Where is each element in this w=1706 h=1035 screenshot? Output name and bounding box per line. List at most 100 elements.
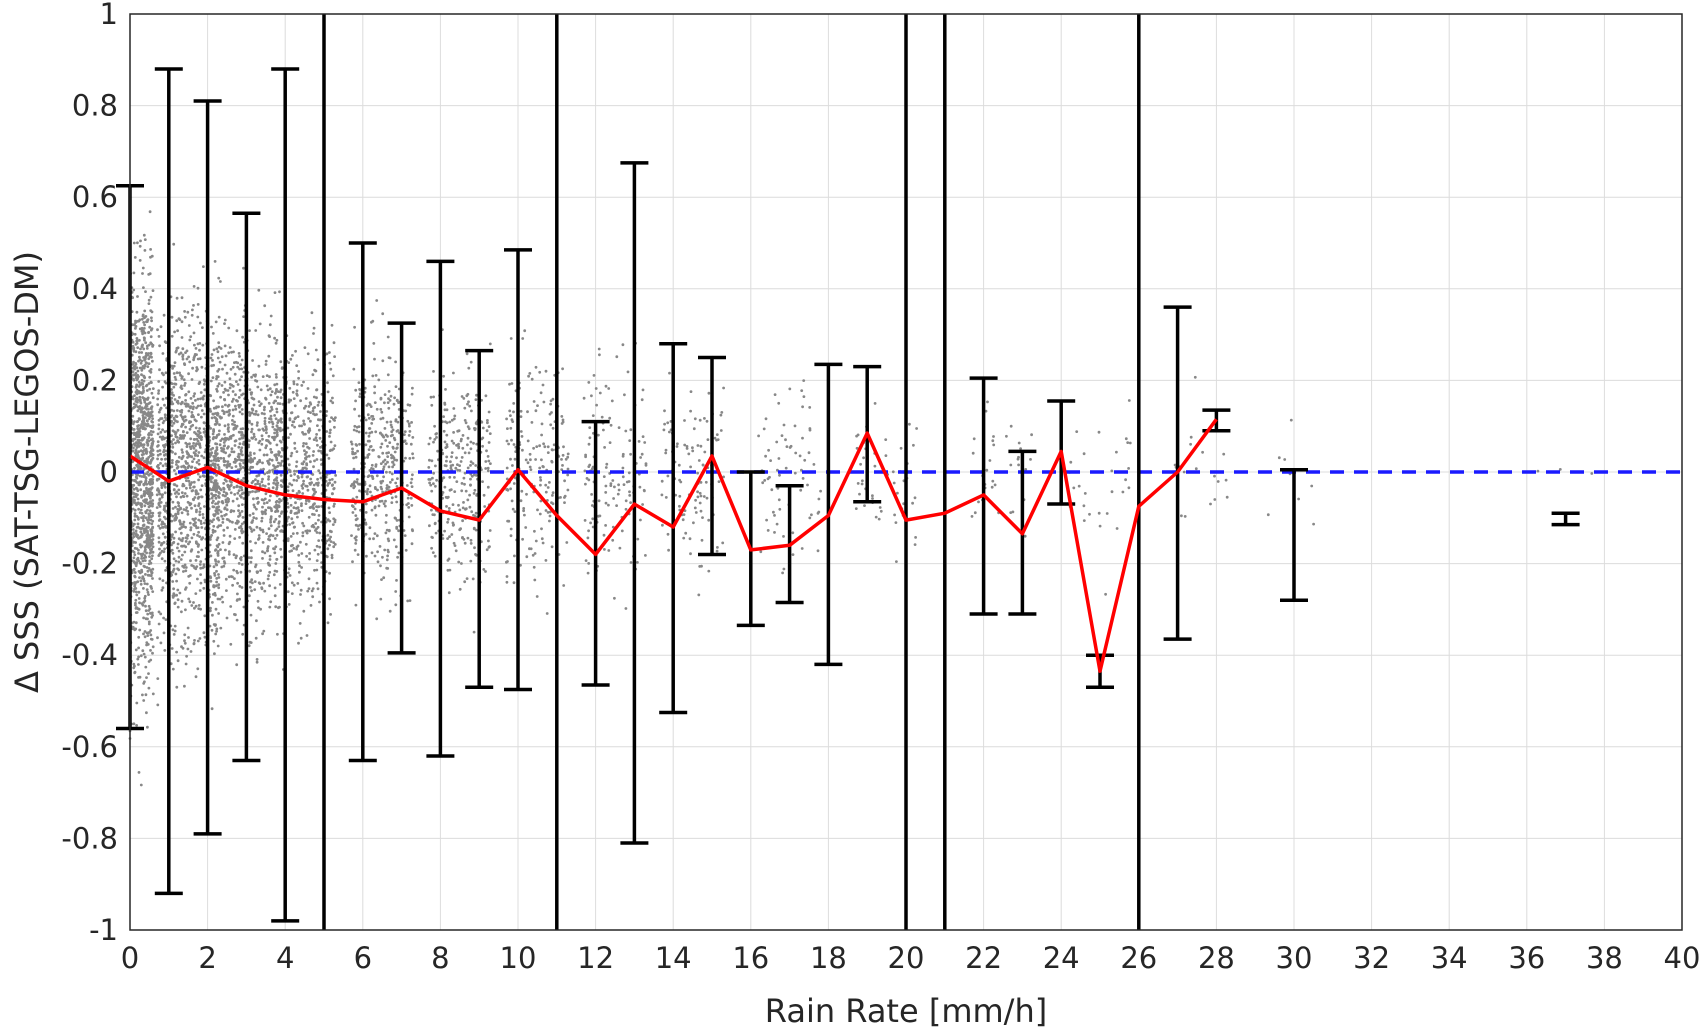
scatter-point	[191, 460, 194, 463]
scatter-point	[215, 377, 218, 381]
scatter-point	[217, 542, 221, 546]
scatter-point	[174, 505, 177, 509]
scatter-point	[145, 407, 149, 411]
scatter-point	[132, 556, 136, 560]
scatter-point	[385, 420, 389, 424]
scatter-point	[142, 443, 146, 446]
scatter-point	[161, 352, 165, 355]
scatter-point	[170, 414, 174, 417]
scatter-point	[524, 526, 528, 529]
scatter-point	[238, 410, 242, 414]
scatter-point	[187, 575, 191, 578]
scatter-point	[214, 593, 217, 597]
scatter-point	[461, 446, 465, 450]
scatter-point	[184, 425, 188, 429]
scatter-point	[302, 609, 306, 613]
scatter-point	[544, 369, 548, 373]
scatter-point	[249, 540, 252, 543]
scatter-point	[291, 489, 295, 493]
scatter-point	[315, 544, 319, 548]
scatter-point	[248, 421, 251, 424]
scatter-point	[210, 492, 214, 496]
scatter-point	[486, 485, 490, 489]
scatter-point	[249, 453, 252, 457]
scatter-point	[131, 532, 135, 536]
scatter-point	[190, 604, 194, 607]
scatter-point	[395, 579, 398, 582]
scatter-point	[218, 423, 221, 427]
scatter-point	[175, 593, 179, 597]
scatter-point	[275, 503, 278, 507]
scatter-point	[217, 467, 221, 470]
scatter-point	[238, 367, 241, 371]
scatter-point	[390, 478, 394, 482]
scatter-point	[395, 429, 399, 433]
scatter-point	[453, 544, 457, 547]
scatter-point	[445, 455, 449, 459]
scatter-point	[234, 521, 238, 525]
scatter-point	[215, 577, 219, 580]
scatter-point	[396, 555, 399, 559]
scatter-point	[384, 531, 388, 535]
scatter-point	[274, 545, 278, 549]
scatter-point	[147, 417, 151, 421]
scatter-point	[248, 388, 252, 391]
scatter-point	[225, 508, 229, 512]
scatter-point	[200, 526, 204, 529]
scatter-point	[149, 368, 153, 371]
scatter-point	[194, 604, 198, 608]
scatter-point	[177, 504, 181, 508]
scatter-point	[305, 499, 308, 503]
scatter-point	[356, 449, 359, 453]
scatter-point	[133, 512, 137, 515]
scatter-point	[381, 460, 385, 464]
scatter-point	[200, 415, 203, 419]
scatter-point	[222, 457, 226, 460]
scatter-point	[240, 510, 244, 513]
scatter-point	[316, 358, 320, 362]
scatter-point	[452, 441, 456, 445]
scatter-point	[201, 326, 204, 329]
scatter-point	[263, 422, 267, 426]
scatter-point	[214, 513, 217, 516]
scatter-point	[260, 442, 264, 446]
scatter-point	[143, 630, 147, 633]
scatter-point	[389, 434, 393, 438]
scatter-point	[386, 435, 389, 438]
scatter-point	[216, 356, 220, 360]
scatter-point	[258, 448, 262, 452]
scatter-point	[197, 518, 201, 522]
scatter-point	[226, 423, 230, 426]
scatter-point	[464, 421, 468, 425]
scatter-point	[190, 564, 194, 567]
scatter-point	[315, 458, 319, 461]
scatter-point	[380, 578, 383, 581]
scatter-point	[156, 440, 160, 444]
scatter-point	[302, 479, 305, 483]
scatter-point	[292, 478, 296, 482]
scatter-point	[445, 505, 448, 508]
scatter-point	[407, 515, 411, 519]
scatter-point	[267, 462, 271, 466]
scatter-point	[279, 396, 283, 400]
scatter-point	[455, 456, 458, 460]
scatter-point	[163, 413, 167, 417]
scatter-point	[144, 341, 148, 345]
scatter-point	[176, 588, 180, 592]
scatter-point	[225, 616, 229, 620]
scatter-point	[276, 421, 280, 424]
scatter-point	[237, 396, 241, 399]
scatter-point	[148, 355, 152, 359]
scatter-point	[462, 397, 466, 400]
scatter-point	[475, 494, 478, 497]
scatter-point	[293, 472, 296, 476]
scatter-point	[261, 484, 265, 487]
scatter-point	[156, 397, 160, 401]
scatter-point	[411, 452, 414, 456]
scatter-point	[170, 392, 174, 396]
scatter-point	[172, 563, 176, 567]
scatter-point	[217, 586, 221, 590]
scatter-point	[288, 386, 292, 390]
scatter-point	[233, 420, 236, 424]
